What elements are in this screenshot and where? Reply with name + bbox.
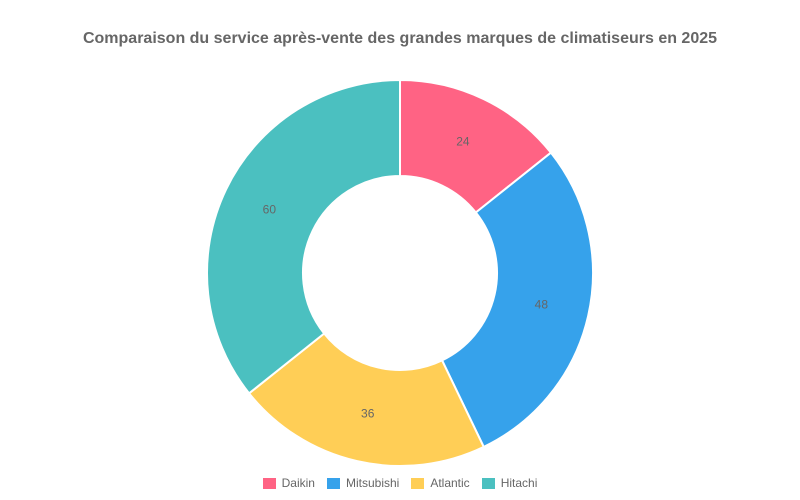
data-label-mitsubishi: 48: [535, 297, 549, 311]
legend-label: Mitsubishi: [345, 476, 400, 490]
data-label-hitachi: 60: [263, 202, 277, 216]
data-label-atlantic: 36: [361, 407, 375, 421]
legend-label: Daikin: [281, 476, 315, 490]
legend-item-hitachi[interactable]: Hitachi: [481, 476, 538, 490]
slice-mitsubishi[interactable]: [440, 151, 594, 449]
legend-swatch: [481, 477, 495, 489]
data-label-daikin: 24: [456, 135, 470, 149]
legend-swatch: [262, 477, 276, 489]
slice-hitachi[interactable]: [206, 78, 401, 395]
slice-atlantic[interactable]: [247, 332, 486, 467]
legend-item-atlantic[interactable]: Atlantic: [411, 476, 470, 490]
chart-title: Comparaison du service après-vente des g…: [82, 30, 718, 47]
chart-legend: Daikin Mitsubishi Atlantic Hitachi: [0, 476, 800, 490]
legend-swatch: [411, 477, 425, 489]
legend-item-mitsubishi[interactable]: Mitsubishi: [326, 476, 400, 490]
legend-label: Hitachi: [500, 476, 538, 490]
legend-item-daikin[interactable]: Daikin: [262, 476, 315, 490]
legend-label: Atlantic: [430, 476, 470, 490]
legend-swatch: [326, 477, 340, 489]
